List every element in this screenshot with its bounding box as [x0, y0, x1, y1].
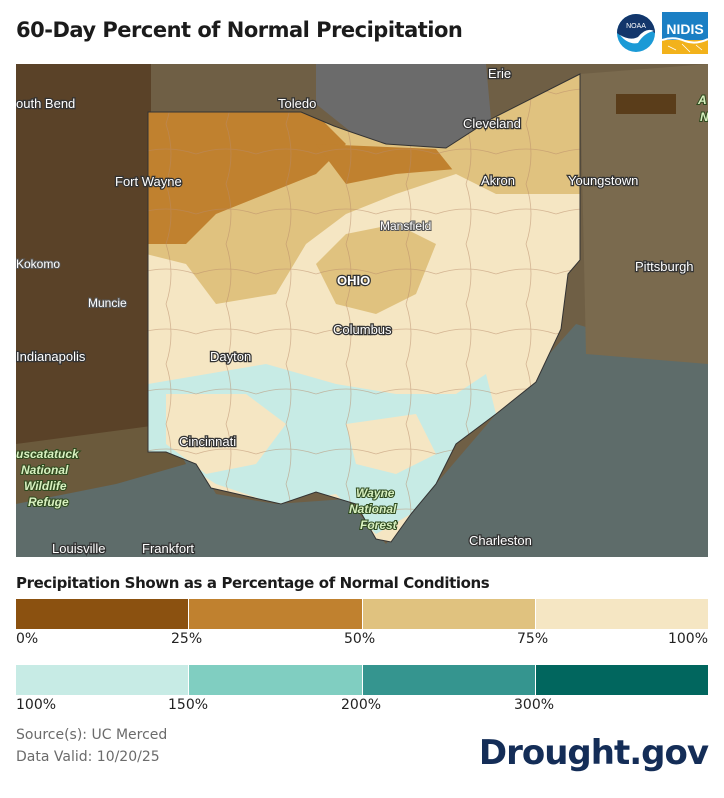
label-dayton: Dayton	[210, 349, 251, 364]
legend-title: Precipitation Shown as a Percentage of N…	[16, 574, 490, 592]
tick: 150%	[168, 697, 209, 713]
legend-wet-ticks: 100% 150% 200% 300%	[16, 697, 708, 715]
svg-text:A: A	[697, 93, 707, 107]
label-toledo: Toledo	[278, 96, 316, 111]
svg-text:Wildlife: Wildlife	[24, 479, 67, 493]
dry-patch	[616, 94, 676, 114]
svg-text:Wayne: Wayne	[356, 486, 395, 500]
logos: NOAA NIDIS	[616, 12, 708, 54]
legend-swatch-25-50	[189, 599, 363, 629]
svg-text:Refuge: Refuge	[28, 495, 69, 509]
legend-swatch-100-150	[16, 665, 190, 695]
legend-swatch-0-25	[16, 599, 190, 629]
label-south-bend: outh Bend	[16, 96, 75, 111]
legend-wet-bar	[16, 665, 708, 695]
label-fort-wayne: Fort Wayne	[115, 174, 182, 189]
nidis-logo: NIDIS	[662, 12, 708, 54]
drought-gov-brand[interactable]: Drought.gov	[478, 733, 709, 773]
legend-dry-bar	[16, 599, 708, 629]
tick: 0%	[16, 631, 39, 647]
legend-swatch-200-300	[362, 665, 536, 695]
label-akron: Akron	[481, 173, 515, 188]
source-text: Source(s): UC Merced	[16, 727, 168, 743]
tick: 100%	[16, 697, 57, 713]
legend-dry-ticks: 0% 25% 50% 75% 100%	[16, 631, 708, 649]
label-charleston: Charleston	[469, 533, 532, 548]
tick: 25%	[171, 631, 203, 647]
ohio-border	[147, 73, 581, 543]
label-muscatatuck: uscatatuck National Wildlife Refuge	[16, 446, 81, 510]
label-muncie: Muncie	[88, 296, 127, 310]
label-frankfort: Frankfort	[142, 541, 194, 556]
noaa-logo: NOAA	[617, 14, 655, 52]
data-valid-text: Data Valid: 10/20/25	[16, 749, 160, 765]
label-cincinnati: Cincinnati	[179, 434, 236, 449]
tick: 200%	[341, 697, 382, 713]
svg-text:NIDIS: NIDIS	[666, 21, 703, 37]
tick: 100%	[667, 631, 708, 647]
ohio-state	[148, 74, 580, 542]
legend-swatch-50-75	[362, 599, 536, 629]
label-cleveland: Cleveland	[463, 116, 521, 131]
lake-erie	[316, 64, 491, 148]
tick: 75%	[517, 631, 549, 647]
label-wayne-forest: Wayne National Forest	[348, 485, 399, 533]
tick: 50%	[344, 631, 376, 647]
label-louisville: Louisville	[52, 541, 105, 556]
svg-text:N: N	[700, 110, 708, 124]
label-mansfield: Mansfield	[380, 219, 431, 233]
label-lake-erie: Erie	[488, 66, 511, 81]
pennsylvania-region	[580, 64, 708, 364]
legend-swatch-150-200	[189, 665, 363, 695]
svg-text:National: National	[21, 463, 69, 477]
label-columbus: Columbus	[333, 322, 392, 337]
label-indianapolis: Indianapolis	[16, 349, 86, 364]
label-kokomo: Kokomo	[16, 257, 60, 271]
label-pittsburgh: Pittsburgh	[635, 259, 694, 274]
precipitation-map[interactable]: Toledo Cleveland Akron Youngstown Fort W…	[16, 64, 708, 557]
page-title: 60-Day Percent of Normal Precipitation	[16, 18, 463, 42]
svg-text:Forest: Forest	[360, 518, 398, 532]
label-allegheny: A N	[696, 92, 708, 125]
se-indiana-region	[16, 424, 186, 504]
label-youngstown: Youngstown	[568, 173, 638, 188]
svg-text:National: National	[349, 502, 397, 516]
svg-text:NOAA: NOAA	[626, 23, 646, 30]
svg-text:uscatatuck: uscatatuck	[16, 447, 80, 461]
legend-swatch-75-100	[535, 599, 708, 629]
legend-swatch-300-plus	[535, 665, 708, 695]
tick: 300%	[514, 697, 555, 713]
label-ohio: OHIO	[337, 273, 370, 288]
